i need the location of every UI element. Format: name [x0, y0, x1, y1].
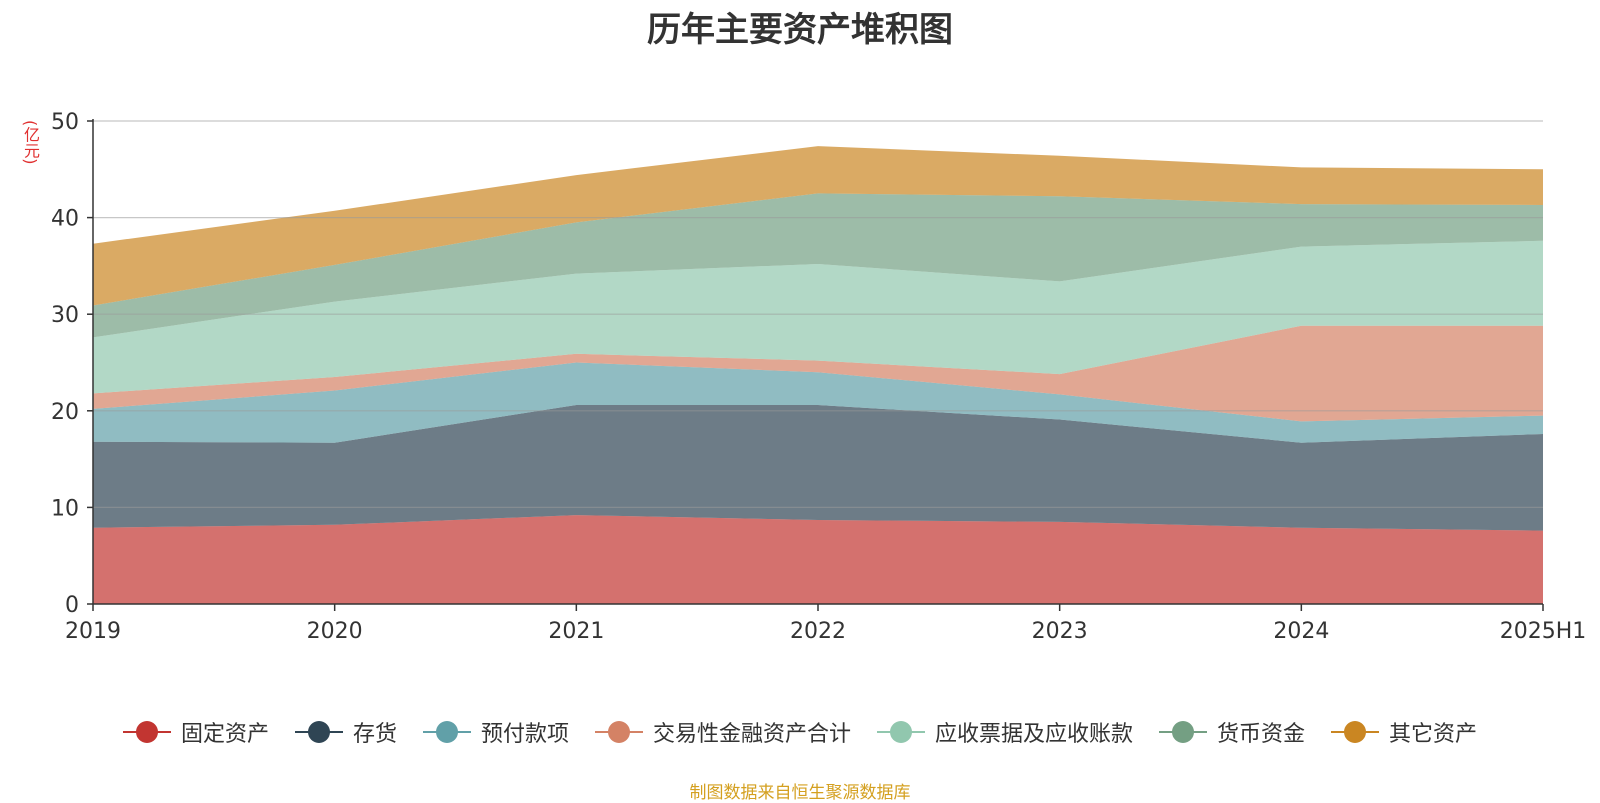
legend-label: 存货 — [352, 722, 397, 747]
legend-marker-icon — [294, 720, 343, 744]
x-tick-label-2022: 2022 — [790, 619, 846, 644]
legend-label: 货币资金 — [1217, 722, 1306, 747]
legend-item-3[interactable]: 预付款项 — [422, 716, 569, 748]
x-tick-label-2021: 2021 — [548, 619, 604, 644]
y-tick-label-40: 40 — [51, 207, 79, 232]
legend-item-1[interactable]: 固定资产 — [122, 716, 269, 748]
legend-marker-icon — [122, 720, 171, 744]
area-series-1 — [93, 515, 1543, 604]
legend-marker-icon — [1331, 720, 1380, 744]
legend-item-7[interactable]: 其它资产 — [1331, 716, 1477, 748]
y-tick-label-0: 0 — [65, 593, 79, 618]
legend-label: 应收票据及应收账款 — [935, 722, 1134, 747]
y-axis-unit-label: (亿元) — [21, 120, 40, 165]
area-series-3 — [93, 362, 1543, 443]
legend-marker-icon — [594, 720, 643, 744]
legend-item-6[interactable]: 货币资金 — [1159, 716, 1305, 748]
x-tick-label-2023: 2023 — [1032, 619, 1088, 644]
legend-marker-icon — [1159, 720, 1208, 744]
legend-marker-icon — [877, 720, 925, 744]
legend-label: 预付款项 — [480, 722, 569, 747]
legend-item-5[interactable]: 应收票据及应收账款 — [877, 716, 1133, 748]
x-tick-label-2020: 2020 — [307, 619, 363, 644]
legend-label: 交易性金融资产合计 — [652, 722, 851, 747]
area-series-4 — [93, 325, 1543, 422]
legend: 固定资产 存货 预付款项 交易性金融资产合计 应收票据及应收账款 货币资金 其它资产 — [0, 716, 1600, 748]
area-series-2 — [93, 405, 1543, 531]
chart-title: 历年主要资产堆积图 — [647, 10, 953, 50]
source-note: 制图数据来自恒生聚源数据库 — [689, 783, 911, 803]
legend-item-4[interactable]: 交易性金融资产合计 — [594, 716, 851, 748]
legend-marker-icon — [422, 720, 471, 744]
legend-item-2[interactable]: 存货 — [294, 716, 397, 748]
legend-label: 其它资产 — [1389, 722, 1478, 747]
x-tick-label-2024: 2024 — [1273, 619, 1329, 644]
y-tick-label-10: 10 — [51, 496, 79, 521]
area-series-6 — [93, 193, 1543, 338]
y-tick-label-20: 20 — [51, 400, 79, 425]
legend-label: 固定资产 — [180, 722, 269, 747]
y-tick-label-50: 50 — [51, 110, 79, 135]
area-series-5 — [93, 240, 1543, 394]
area-series-7 — [93, 146, 1543, 306]
x-tick-label-2025H1: 2025H1 — [1500, 619, 1587, 644]
x-tick-label-2019: 2019 — [65, 619, 121, 644]
y-tick-label-30: 30 — [51, 303, 79, 328]
